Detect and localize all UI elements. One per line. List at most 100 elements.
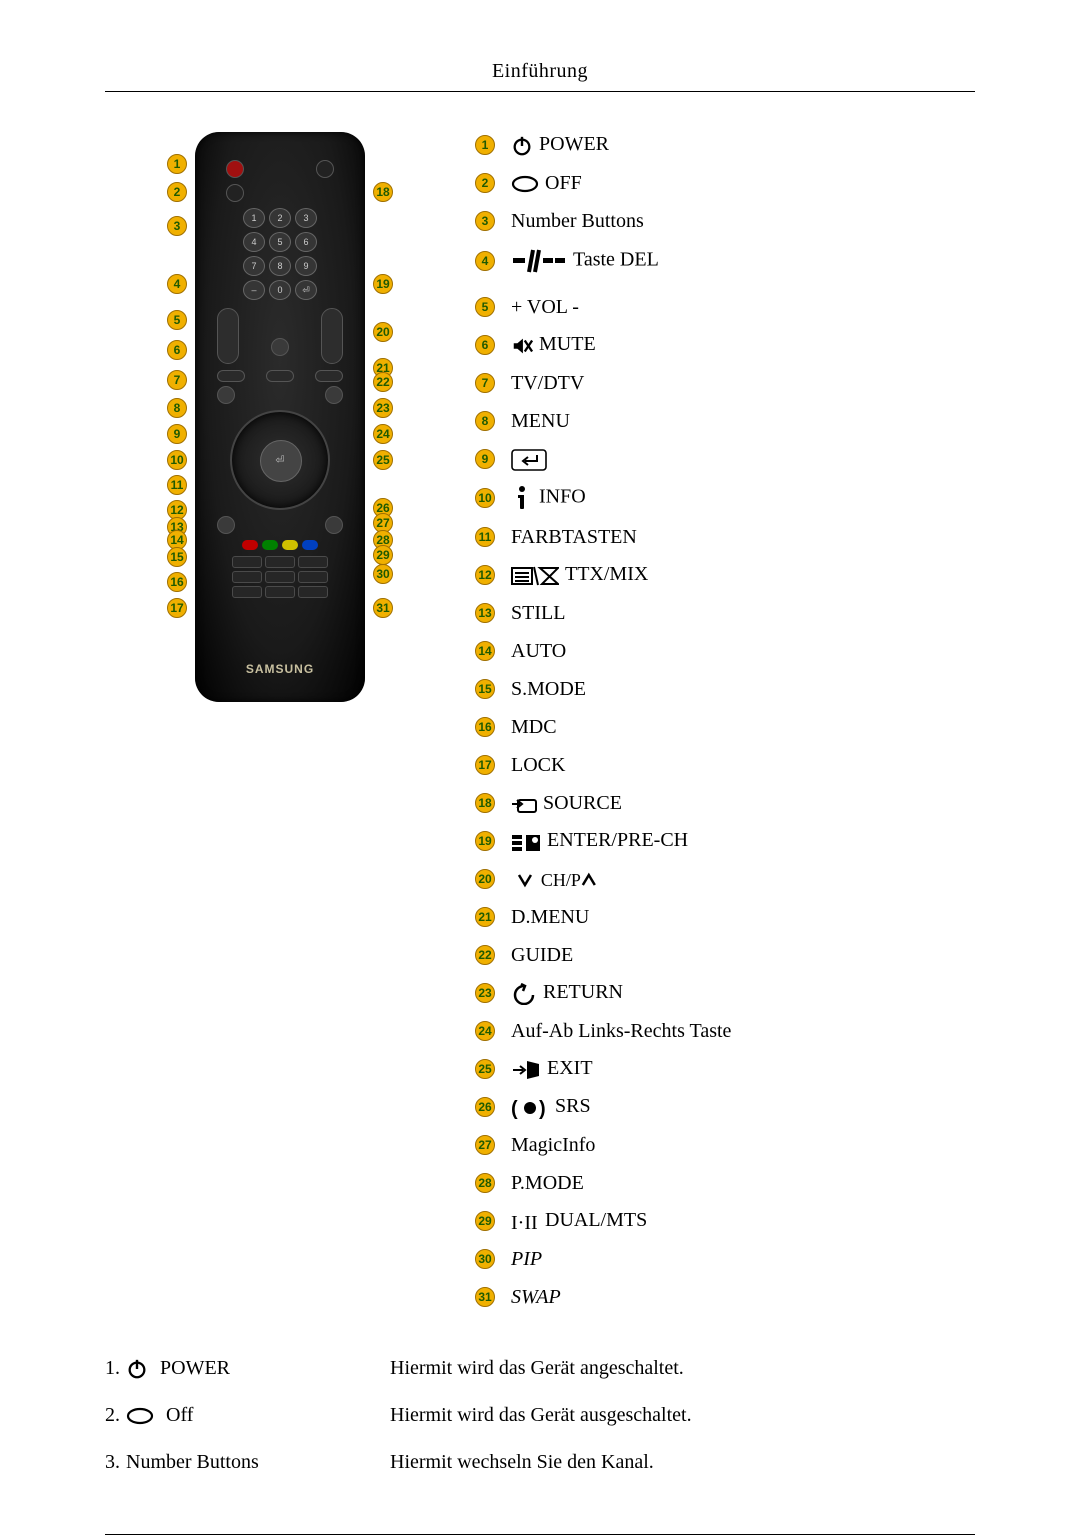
remote-badge-20: 20	[373, 322, 393, 342]
remote-source-button	[316, 160, 334, 178]
chp-icon: CH/P	[511, 869, 597, 891]
legend-badge: 30	[475, 1249, 495, 1269]
remote-number-key: 9	[295, 256, 317, 276]
remote-number-key: 1	[243, 208, 265, 228]
legend-badge: 22	[475, 945, 495, 965]
legend-label: PIP	[511, 1248, 542, 1271]
remote-misc-button	[325, 386, 343, 404]
remote-misc-button	[217, 386, 235, 404]
legend-badge: 24	[475, 1021, 495, 1041]
svg-text:CH/P: CH/P	[541, 870, 581, 890]
legend-badge: 26	[475, 1097, 495, 1117]
legend-label: I·IIDUAL/MTS	[511, 1209, 647, 1232]
page-title: Einführung	[105, 60, 975, 92]
enterpre-icon	[511, 831, 541, 853]
legend-badge: 3	[475, 211, 495, 231]
exit-icon	[511, 1059, 541, 1081]
remote-badge-24: 24	[373, 424, 393, 444]
legend-row-25: 25 EXIT	[475, 1056, 975, 1082]
remote-badge-16: 16	[167, 572, 187, 592]
legend-row-21: 21D.MENU	[475, 904, 975, 930]
legend-label: AUTO	[511, 640, 566, 663]
remote-color-buttons	[207, 540, 353, 550]
legend-row-28: 28P.MODE	[475, 1170, 975, 1196]
legend-row-9: 9	[475, 446, 975, 472]
description-row: 3.Number ButtonsHiermit wechseln Sie den…	[105, 1451, 975, 1474]
description-row: 2.OffHiermit wird das Gerät ausgeschalte…	[105, 1404, 975, 1427]
oval-icon	[511, 175, 539, 193]
legend-label: S.MODE	[511, 678, 586, 701]
legend-badge: 8	[475, 411, 495, 431]
remote-badge-22: 22	[373, 372, 393, 392]
remote-badge-6: 6	[167, 340, 187, 360]
legend-row-6: 6MUTE	[475, 332, 975, 358]
enterbox-icon	[511, 449, 547, 471]
description-row: 1.POWERHiermit wird das Gerät angeschalt…	[105, 1357, 975, 1380]
legend-badge: 29	[475, 1211, 495, 1231]
legend-label: LOCK	[511, 754, 565, 777]
remote-off-button	[226, 184, 244, 202]
legend-badge: 16	[475, 717, 495, 737]
power-icon	[511, 135, 533, 157]
info-icon	[511, 484, 533, 512]
remote-badge-15: 15	[167, 547, 187, 567]
remote-control-diagram: 123456789–0⏎	[195, 132, 365, 702]
remote-badge-23: 23	[373, 398, 393, 418]
legend-row-4: 4Taste DEL	[475, 246, 975, 276]
legend-badge: 12	[475, 565, 495, 585]
svg-text:(: (	[511, 1098, 518, 1119]
remote-badge-18: 18	[373, 182, 393, 202]
legend-badge: 14	[475, 641, 495, 661]
remote-badge-7: 7	[167, 370, 187, 390]
oval-icon	[126, 1407, 154, 1425]
legend-label: + VOL -	[511, 296, 579, 319]
legend-label: Auf-Ab Links-Rechts Taste	[511, 1020, 731, 1043]
remote-badge-30: 30	[373, 564, 393, 584]
legend-row-23: 23RETURN	[475, 980, 975, 1006]
legend-badge: 13	[475, 603, 495, 623]
legend-label: TV/DTV	[511, 372, 584, 395]
ttx-icon	[511, 565, 559, 587]
legend-label: OFF	[511, 172, 582, 195]
remote-number-key: 5	[269, 232, 291, 252]
mute-icon	[511, 335, 533, 357]
legend-badge: 5	[475, 297, 495, 317]
legend-row-3: 3Number Buttons	[475, 208, 975, 234]
remote-info-button	[217, 516, 235, 534]
legend-badge: 23	[475, 983, 495, 1003]
remote-number-key: 3	[295, 208, 317, 228]
legend-label: TTX/MIX	[511, 563, 648, 586]
legend-row-11: 11FARBTASTEN	[475, 524, 975, 550]
legend-label: MENU	[511, 410, 570, 433]
legend-row-30: 30 PIP	[475, 1246, 975, 1272]
legend-row-19: 19ENTER/PRE-CH	[475, 828, 975, 854]
legend-badge: 6	[475, 335, 495, 355]
remote-badge-19: 19	[373, 274, 393, 294]
remote-badge-3: 3	[167, 216, 187, 236]
legend-badge: 27	[475, 1135, 495, 1155]
legend-row-7: 7TV/DTV	[475, 370, 975, 396]
description-text: Hiermit wird das Gerät angeschaltet.	[390, 1357, 975, 1380]
remote-misc-button	[266, 370, 294, 382]
remote-number-key: 2	[269, 208, 291, 228]
remote-badge-10: 10	[167, 450, 187, 470]
legend-row-31: 31SWAP	[475, 1284, 975, 1310]
legend-badge: 25	[475, 1059, 495, 1079]
description-text: Hiermit wird das Gerät ausgeschaltet.	[390, 1404, 975, 1427]
power-icon	[126, 1358, 148, 1380]
source-icon	[511, 794, 537, 814]
svg-text:): )	[539, 1098, 546, 1119]
remote-badge-17: 17	[167, 598, 187, 618]
remote-brand-label: SAMSUNG	[195, 662, 365, 676]
dual-icon: I·II	[511, 1211, 539, 1233]
description-text: Hiermit wechseln Sie den Kanal.	[390, 1451, 975, 1474]
remote-volume-channel-rocker	[217, 308, 343, 364]
legend-row-2: 2OFF	[475, 170, 975, 196]
legend-label: EXIT	[511, 1057, 593, 1080]
legend-row-12: 12 TTX/MIX	[475, 562, 975, 588]
legend-badge: 28	[475, 1173, 495, 1193]
legend-label	[511, 447, 553, 470]
legend-label: D.MENU	[511, 906, 589, 929]
legend-badge: 17	[475, 755, 495, 775]
remote-badge-1: 1	[167, 154, 187, 174]
